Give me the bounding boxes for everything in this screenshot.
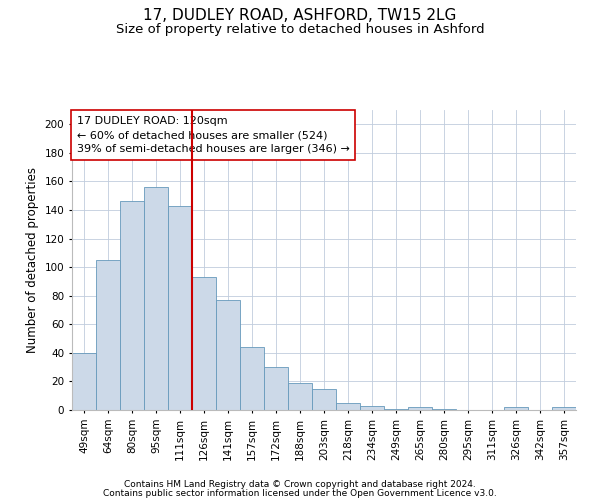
Bar (432, 408, 456, 410)
Bar (264, 367, 288, 410)
Bar (144, 187, 168, 410)
Bar (288, 383, 312, 410)
Text: 17 DUDLEY ROAD: 120sqm
← 60% of detached houses are smaller (524)
39% of semi-de: 17 DUDLEY ROAD: 120sqm ← 60% of detached… (77, 116, 350, 154)
Bar (120, 202, 144, 410)
Bar (384, 408, 408, 410)
Text: Contains HM Land Registry data © Crown copyright and database right 2024.: Contains HM Land Registry data © Crown c… (124, 480, 476, 489)
Bar (504, 407, 528, 410)
Bar (552, 407, 576, 410)
Bar (192, 277, 216, 410)
Text: 17, DUDLEY ROAD, ASHFORD, TW15 2LG: 17, DUDLEY ROAD, ASHFORD, TW15 2LG (143, 8, 457, 22)
Bar (168, 206, 192, 410)
Text: Size of property relative to detached houses in Ashford: Size of property relative to detached ho… (116, 22, 484, 36)
Y-axis label: Number of detached properties: Number of detached properties (26, 167, 39, 353)
Bar (312, 388, 336, 410)
Bar (336, 403, 360, 410)
Bar (360, 406, 384, 410)
Bar (216, 300, 240, 410)
Text: Contains public sector information licensed under the Open Government Licence v3: Contains public sector information licen… (103, 488, 497, 498)
Bar (408, 407, 432, 410)
Bar (72, 353, 96, 410)
Bar (240, 347, 264, 410)
Bar (96, 260, 120, 410)
